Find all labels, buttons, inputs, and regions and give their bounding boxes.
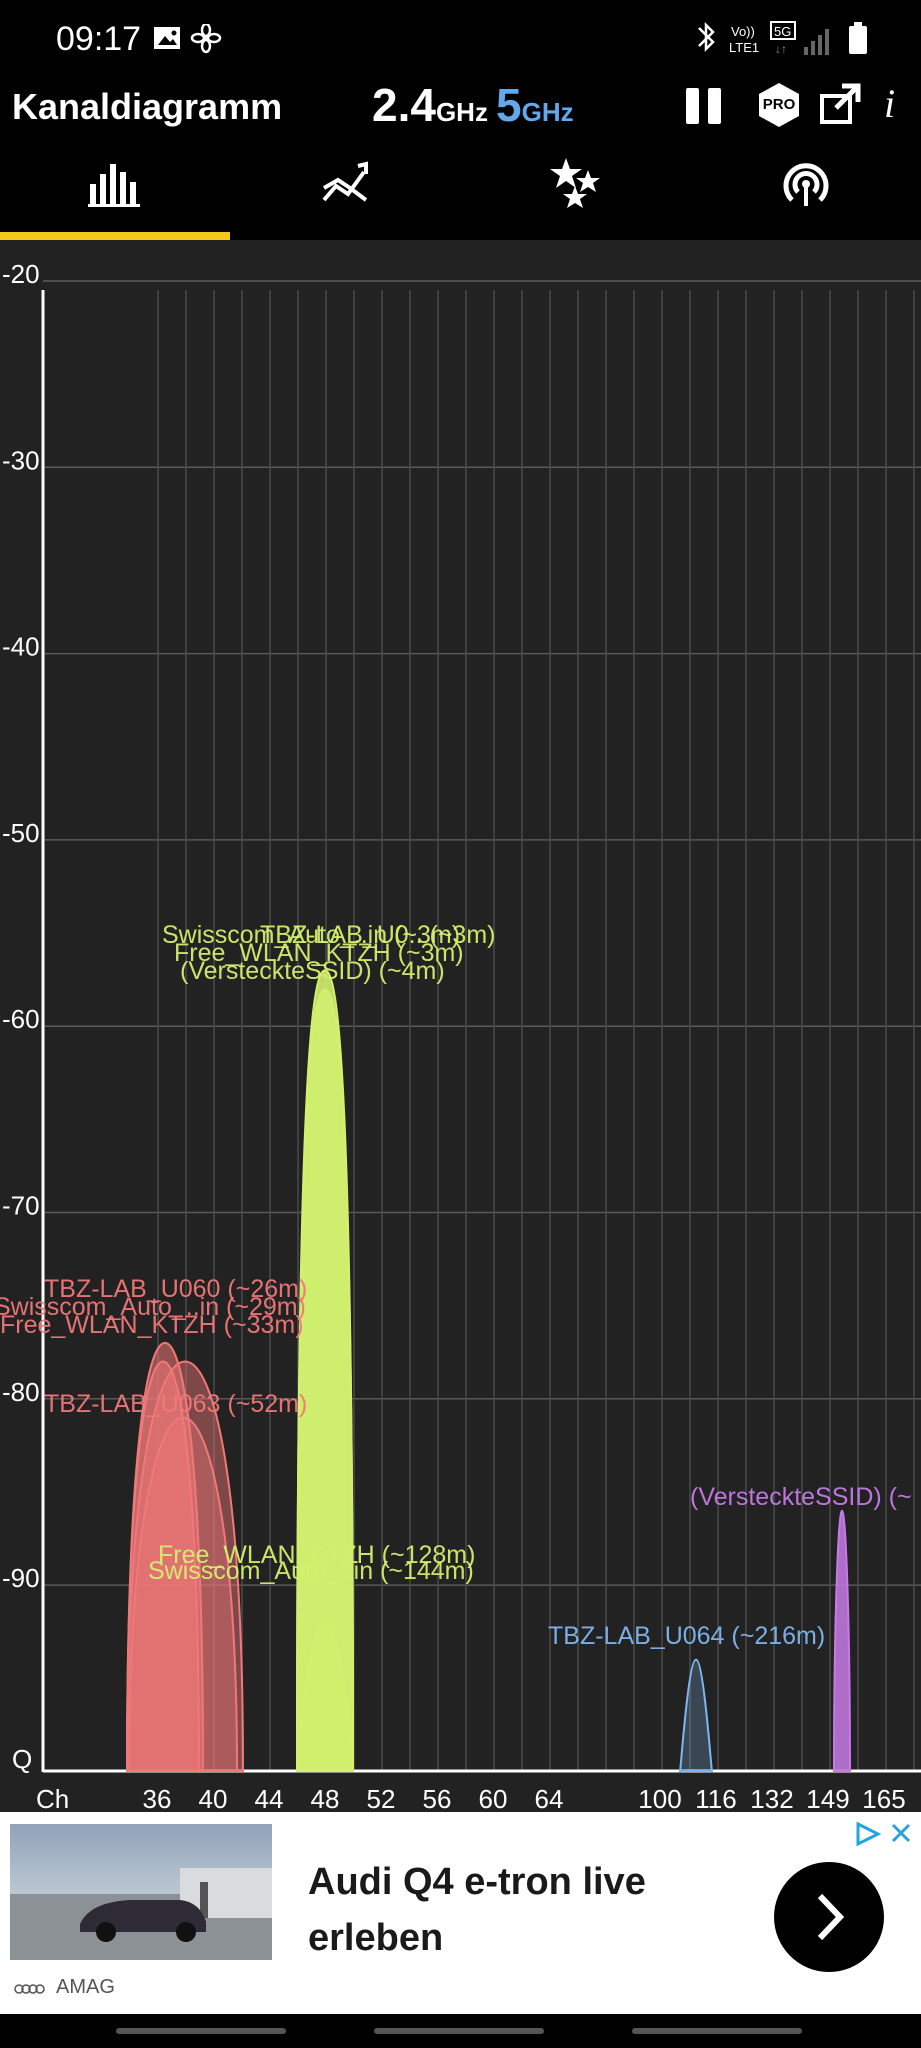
status-right-icons: Vo)) LTE1 5G ↓↑: [698, 21, 867, 56]
svg-text:5G: 5G: [774, 24, 791, 39]
nav-back[interactable]: [632, 2028, 802, 2034]
band-5-unit: GHz: [521, 97, 574, 127]
status-bar: 09:17 Vo)) LTE1 5G ↓↑: [0, 0, 921, 80]
y-tick-label: -80: [2, 1377, 40, 1407]
network-label: Swisscom_Auto_..in (~29m): [0, 1293, 306, 1321]
signal-curve: [125, 1360, 201, 1772]
active-tab-indicator: [0, 232, 230, 240]
pause-button[interactable]: [682, 84, 726, 128]
x-axis-title: Ch: [36, 1784, 69, 1812]
tab-bar: [0, 144, 921, 240]
network-label: TBZ-LAB_U060 (~26m): [44, 1275, 307, 1303]
band-5-value: 5: [496, 79, 522, 131]
tab-channel-rating[interactable]: [460, 144, 690, 236]
x-tick-label: 56: [423, 1784, 452, 1812]
ad-brand: AMAG: [56, 1976, 115, 1998]
network-label: Swisscom_Auto_..in (~144m): [148, 1557, 474, 1585]
signal-curve: [832, 1509, 852, 1772]
line-chart-icon: [322, 161, 368, 202]
x-tick-label: 48: [311, 1784, 340, 1812]
network-label: TBZ-LAB_U063 (~52m): [44, 1390, 307, 1418]
pro-button[interactable]: PRO: [756, 82, 802, 128]
channel-chart: -20 -30 -40 -50 -60 -70 -80 -90 Q Ch 36 40 44 48 52 56 6…: [0, 240, 921, 1814]
page-title: Kanaldiagramm: [12, 86, 283, 127]
ad-car-image: [10, 1824, 272, 1960]
tab-access-points[interactable]: [690, 144, 920, 236]
x-tick-label: 64: [535, 1784, 564, 1812]
chevron-right-icon: [817, 1893, 845, 1941]
y-bottom-label: Q: [12, 1744, 32, 1774]
x-tick-label: 149: [806, 1784, 849, 1812]
pro-badge-icon: [759, 83, 799, 127]
battery-icon: [849, 22, 867, 54]
x-tick-label: 36: [143, 1784, 172, 1812]
network-label: TBZ-LAB_U0.. (~3m): [260, 921, 495, 949]
network-label: TBZ-LAB_U064 (~216m): [548, 1622, 825, 1650]
signal-curve: [127, 1416, 239, 1772]
band-5ghz-toggle[interactable]: 5GHz: [496, 78, 574, 132]
status-time: 09:17: [56, 20, 142, 58]
audi-rings-icon: [14, 1984, 45, 1994]
band-2-4ghz-toggle[interactable]: 2.4GHz: [372, 78, 488, 132]
wifi-signal-icon: [783, 163, 829, 206]
x-tick-label: 165: [862, 1784, 905, 1812]
signal-curve: [295, 1621, 355, 1772]
y-tick-label: -40: [2, 632, 40, 662]
signal-icon: [804, 29, 829, 55]
nav-recents[interactable]: [116, 2028, 286, 2034]
band-2-4-unit: GHz: [435, 97, 488, 127]
channel-chart-svg: -20 -30 -40 -50 -60 -70 -80 -90 QCh 36 40 44 48 52 56 6…: [0, 259, 921, 1814]
fan-icon: [190, 24, 222, 54]
svg-text:LTE1: LTE1: [729, 40, 759, 55]
network-label: (VersteckteSSID) (~4m): [180, 957, 445, 985]
adchoices-icon[interactable]: [852, 1820, 882, 1848]
nav-home[interactable]: [374, 2028, 544, 2034]
share-button[interactable]: [818, 82, 862, 126]
y-tick-label: -50: [2, 818, 40, 848]
signal-curve: [295, 987, 355, 1772]
y-tick-label: -70: [2, 1191, 40, 1221]
close-icon[interactable]: [888, 1820, 914, 1846]
x-tick-label: 52: [367, 1784, 396, 1812]
network-label: Free_WLAN_KTZH (~33m): [0, 1311, 304, 1339]
band-2-4-value: 2.4: [372, 79, 436, 131]
stars-icon: [550, 158, 600, 208]
network-label: (VersteckteSSID) (~: [690, 1483, 912, 1511]
svg-text:↓↑: ↓↑: [775, 42, 787, 56]
x-tick-label: 116: [695, 1784, 736, 1812]
bar-chart-icon: [88, 164, 140, 207]
ad-banner[interactable]: Audi Q4 e-tron live erleben AMAG: [0, 1812, 921, 2014]
pause-icon: [686, 88, 699, 124]
info-button[interactable]: i: [884, 81, 896, 126]
status-left-icons: [154, 24, 222, 54]
y-tick-label: -30: [2, 445, 40, 475]
ad-headline: Audi Q4 e-tron live erleben: [308, 1861, 646, 1959]
network-label: Swisscom_Auto_..in (~3m): [162, 921, 460, 949]
tab-time-graph[interactable]: [230, 144, 460, 236]
pro-label: PRO: [762, 96, 796, 113]
volte-lte1-icon: Vo)): [731, 24, 755, 39]
image-icon: [154, 27, 180, 49]
y-tick-label: -90: [2, 1563, 40, 1593]
5g-icon: 5G ↓↑: [770, 21, 796, 56]
y-tick-label: -60: [2, 1004, 40, 1034]
x-tick-label: 100: [638, 1784, 681, 1812]
network-label: Free_WLAN_KTZH (~3m): [174, 939, 464, 967]
bluetooth-icon: [698, 21, 715, 53]
x-tick-label: 40: [199, 1784, 228, 1812]
app-bar: Kanaldiagramm 2.4GHz 5GHz PRO i: [0, 78, 921, 240]
ad-cta-button[interactable]: [774, 1862, 884, 1972]
signal-curve: [678, 1658, 714, 1773]
share-external-icon: [820, 83, 861, 124]
x-tick-label: 132: [750, 1784, 793, 1812]
tab-channel-graph[interactable]: [0, 144, 230, 236]
system-nav-bar: [0, 2014, 921, 2048]
y-tick-label: -20: [2, 259, 40, 289]
x-tick-label: 60: [479, 1784, 508, 1812]
network-label: Free_WLAN_KTZH (~128m): [158, 1541, 475, 1569]
x-tick-label: 44: [255, 1784, 284, 1812]
